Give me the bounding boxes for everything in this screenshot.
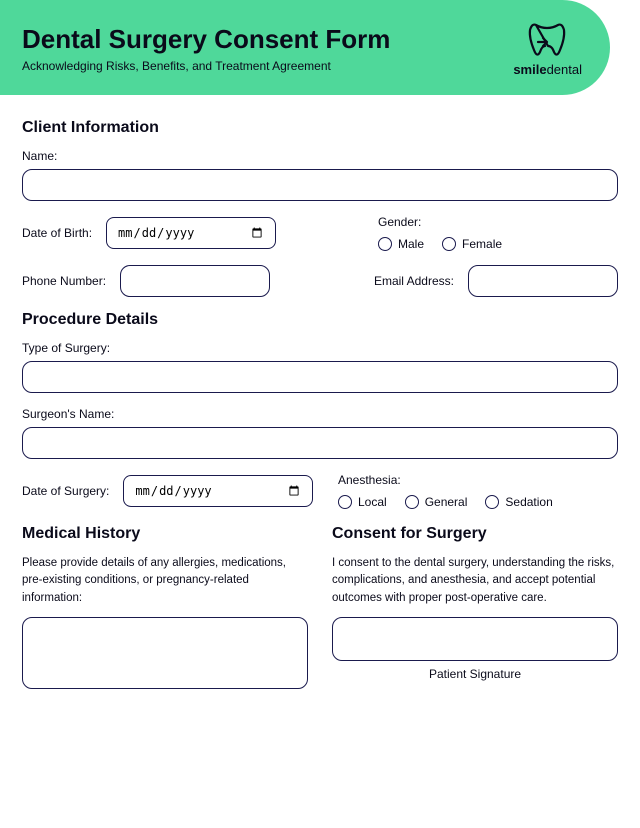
section-client-info: Client Information xyxy=(22,119,618,137)
radio-icon xyxy=(405,495,419,509)
brand-name: smiledental xyxy=(513,62,582,77)
dob-label: Date of Birth: xyxy=(22,226,92,240)
page-title: Dental Surgery Consent Form xyxy=(22,24,513,55)
anesthesia-label: Anesthesia: xyxy=(338,473,618,487)
section-procedure: Procedure Details xyxy=(22,311,618,329)
section-consent: Consent for Surgery xyxy=(332,525,618,543)
surgeon-label: Surgeon's Name: xyxy=(22,407,618,421)
surgery-type-label: Type of Surgery: xyxy=(22,341,618,355)
consent-text: I consent to the dental surgery, underst… xyxy=(332,555,618,607)
radio-icon xyxy=(485,495,499,509)
gender-field: Gender: Male Female xyxy=(378,215,618,251)
dos-input[interactable] xyxy=(123,475,313,507)
email-field: Email Address: xyxy=(374,265,618,297)
radio-icon xyxy=(338,495,352,509)
surgeon-input[interactable] xyxy=(22,427,618,459)
gender-male-label: Male xyxy=(398,237,424,251)
gender-label: Gender: xyxy=(378,215,618,229)
gender-female-label: Female xyxy=(462,237,502,251)
medical-history-column: Medical History Please provide details o… xyxy=(22,515,308,694)
page-subtitle: Acknowledging Risks, Benefits, and Treat… xyxy=(22,59,513,73)
anesthesia-local-label: Local xyxy=(358,495,387,509)
phone-field: Phone Number: xyxy=(22,265,270,297)
signature-caption: Patient Signature xyxy=(332,667,618,681)
section-medical: Medical History xyxy=(22,525,308,543)
anesthesia-local-radio[interactable]: Local xyxy=(338,495,387,509)
dob-field: Date of Birth: xyxy=(22,215,276,251)
brand-logo: smiledental xyxy=(513,20,582,77)
dos-label: Date of Surgery: xyxy=(22,484,109,498)
phone-input[interactable] xyxy=(120,265,270,297)
anesthesia-sedation-radio[interactable]: Sedation xyxy=(485,495,552,509)
consent-column: Consent for Surgery I consent to the den… xyxy=(332,515,618,694)
signature-box[interactable] xyxy=(332,617,618,661)
name-input[interactable] xyxy=(22,169,618,201)
medical-textarea[interactable] xyxy=(22,617,308,689)
medical-prompt: Please provide details of any allergies,… xyxy=(22,555,308,607)
anesthesia-general-label: General xyxy=(425,495,468,509)
radio-icon xyxy=(378,237,392,251)
anesthesia-field: Anesthesia: Local General Sedation xyxy=(338,473,618,509)
gender-male-radio[interactable]: Male xyxy=(378,237,424,251)
header-text: Dental Surgery Consent Form Acknowledgin… xyxy=(22,24,513,73)
header-banner: Dental Surgery Consent Form Acknowledgin… xyxy=(0,0,610,95)
radio-icon xyxy=(442,237,456,251)
surgery-type-input[interactable] xyxy=(22,361,618,393)
phone-label: Phone Number: xyxy=(22,274,106,288)
tooth-icon xyxy=(526,20,570,60)
anesthesia-sedation-label: Sedation xyxy=(505,495,552,509)
gender-female-radio[interactable]: Female xyxy=(442,237,502,251)
dos-field: Date of Surgery: xyxy=(22,473,313,509)
name-label: Name: xyxy=(22,149,618,163)
dob-input[interactable] xyxy=(106,217,276,249)
email-label: Email Address: xyxy=(374,274,454,288)
anesthesia-general-radio[interactable]: General xyxy=(405,495,468,509)
email-input[interactable] xyxy=(468,265,618,297)
form-content: Client Information Name: Date of Birth: … xyxy=(0,95,640,708)
